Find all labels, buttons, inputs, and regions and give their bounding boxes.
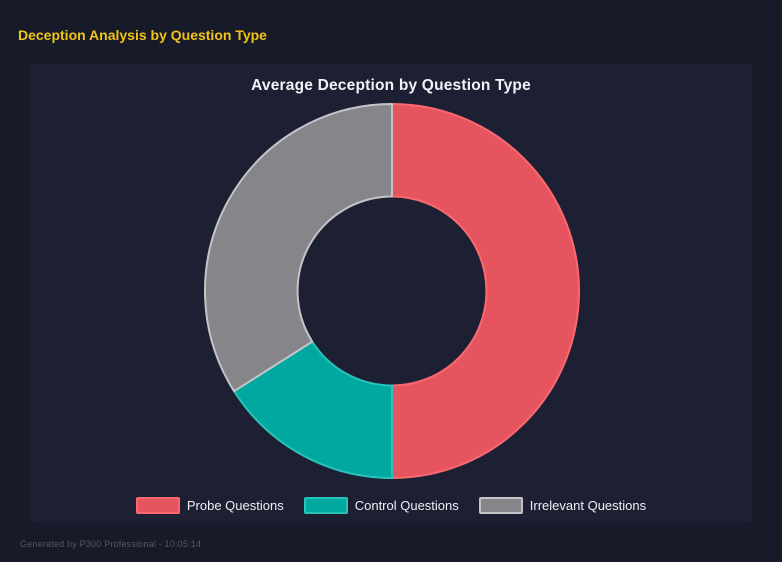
legend-label: Irrelevant Questions <box>529 498 647 513</box>
legend-swatch-control-questions <box>303 497 348 514</box>
chart-title: Average Deception by Question Type <box>251 77 531 94</box>
doughnut-chart[interactable] <box>192 91 592 491</box>
page-title: Deception Analysis by Question Type <box>18 27 267 43</box>
legend-label: Control Questions <box>354 498 459 513</box>
doughnut-segment-control-questions[interactable] <box>233 340 393 479</box>
legend-swatch-irrelevant-questions <box>478 497 523 514</box>
legend-swatch-probe-questions <box>135 497 180 514</box>
legend-item-irrelevant-questions[interactable]: Irrelevant Questions <box>478 497 647 514</box>
chart-legend: Probe Questions Control Questions Irrele… <box>30 497 752 514</box>
legend-item-control-questions[interactable]: Control Questions <box>303 497 459 514</box>
doughnut-segment-irrelevant-questions[interactable] <box>204 103 393 393</box>
chart-panel: Average Deception by Question Type Probe… <box>30 64 752 523</box>
footer-note: Generated by P300 Professional - 10:05:1… <box>20 539 202 549</box>
doughnut-segment-probe-questions[interactable] <box>391 103 580 479</box>
legend-item-probe-questions[interactable]: Probe Questions <box>135 497 284 514</box>
legend-label: Probe Questions <box>186 498 284 513</box>
